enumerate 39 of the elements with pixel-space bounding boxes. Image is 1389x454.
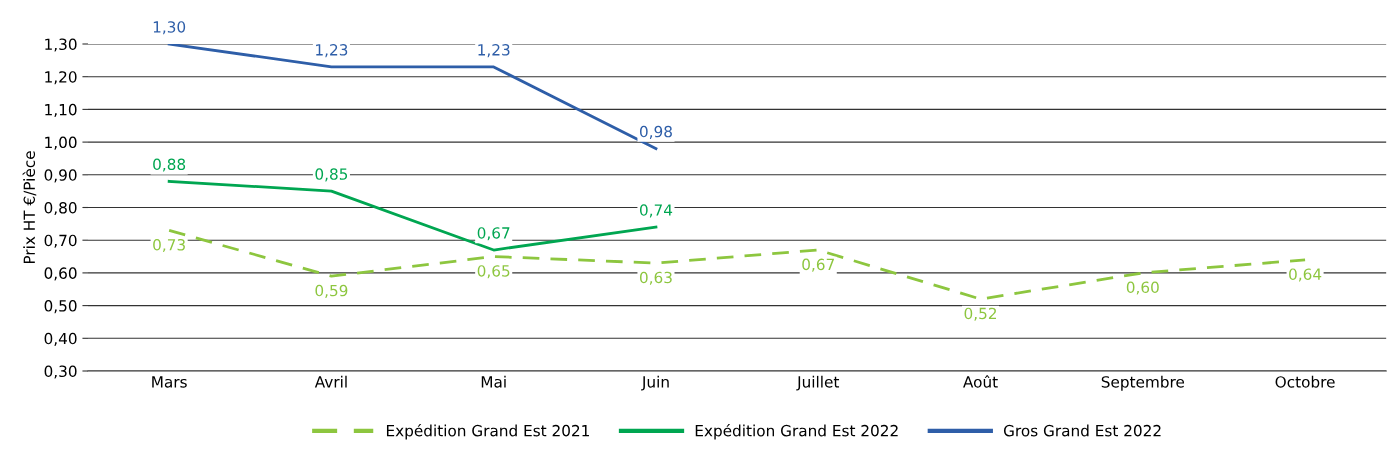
data-label: 1,23 [316, 44, 348, 58]
legend-label: Expédition Grand Est 2021 [386, 423, 589, 440]
data-label: 0,63 [639, 271, 672, 285]
y-tick-label: 1,00 [45, 136, 77, 150]
y-tick-label: 0,40 [44, 332, 77, 346]
y-tick-label: 0,30 [44, 365, 77, 379]
data-label: 1,30 [153, 21, 186, 35]
y-tick-label: 1,30 [45, 38, 77, 52]
y-tick-label: 0,60 [44, 267, 77, 281]
x-tick-label: Août [963, 375, 998, 388]
y-tick-label: 0,80 [44, 201, 77, 216]
data-label: 0,74 [639, 204, 673, 218]
data-label: 0,59 [315, 284, 348, 298]
data-label: 0,67 [802, 258, 834, 272]
y-tick-label: 1,20 [45, 71, 77, 85]
x-tick-label: Mars [152, 376, 187, 388]
data-label: 0,67 [477, 227, 510, 241]
legend-label: Gros Grand Est 2022 [1003, 424, 1161, 437]
data-label: 0,85 [315, 168, 348, 182]
x-tick-label: Octobre [1275, 375, 1335, 388]
y-tick-label: 0,50 [44, 300, 77, 314]
data-label: 0,52 [964, 307, 997, 321]
y-tick-label: 1,10 [45, 103, 77, 117]
y-axis-title: Prix HT €/Pièce [22, 151, 37, 264]
data-label: 1,23 [478, 44, 510, 58]
y-tick-label: 0,90 [44, 169, 77, 183]
data-label: 0,98 [639, 125, 672, 139]
legend-label: Expédition Grand Est 2022 [695, 423, 898, 440]
data-label: 0,64 [1289, 268, 1322, 282]
data-label: 0,73 [153, 238, 185, 253]
data-label: 0,65 [477, 265, 510, 279]
data-label: 0,60 [1126, 281, 1159, 295]
x-tick-label: Mai [481, 375, 506, 388]
x-tick-label: Septembre [1101, 375, 1185, 391]
x-tick-label: Juillet [796, 375, 840, 391]
x-tick-label: Juin [641, 375, 669, 391]
x-tick-label: Avril [314, 375, 347, 388]
data-label: 0,88 [153, 158, 186, 172]
y-tick-label: 0,70 [44, 234, 77, 248]
